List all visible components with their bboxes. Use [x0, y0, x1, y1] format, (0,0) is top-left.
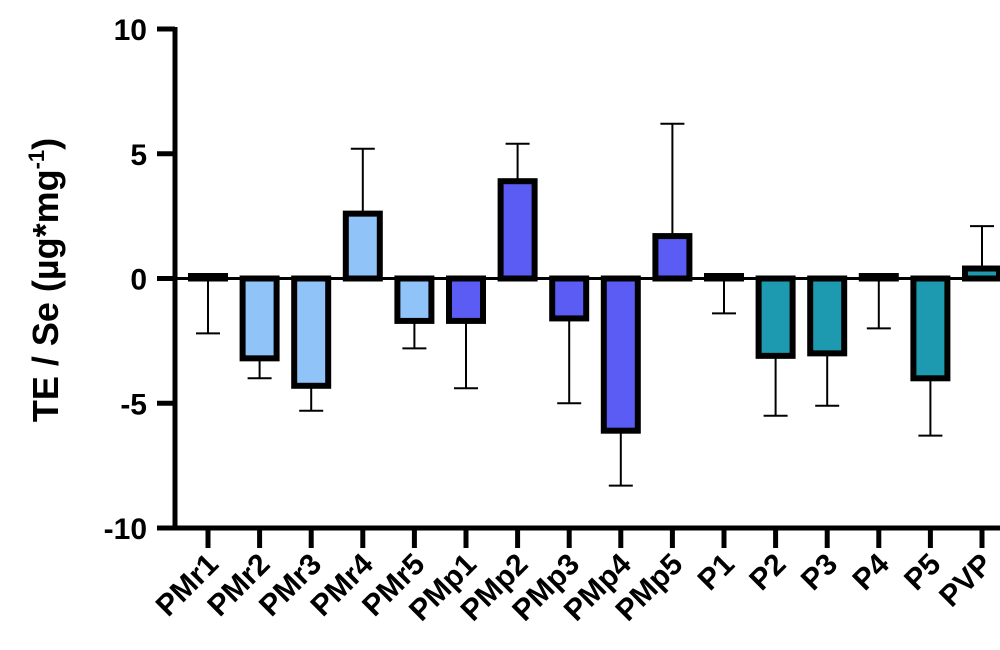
y-tick-label: -5 — [120, 388, 147, 421]
bar — [600, 275, 641, 434]
svg-text:TE / Se (µg*mg-1): TE / Se (µg*mg-1) — [24, 138, 66, 422]
y-tick-label: 5 — [130, 139, 147, 172]
bar — [652, 233, 693, 282]
bar — [342, 210, 383, 282]
bar — [291, 275, 332, 389]
y-tick-label: -10 — [104, 513, 147, 546]
category-label: P3 — [795, 548, 844, 597]
y-axis-title-close: ) — [25, 138, 66, 150]
y-axis-title-main: TE / Se (µg*mg — [25, 169, 66, 422]
bar — [962, 265, 1000, 282]
bar — [858, 273, 899, 282]
y-tick-label: 0 — [130, 264, 147, 297]
y-axis-title-superscript: -1 — [24, 150, 49, 170]
bar — [497, 178, 538, 282]
bar — [755, 275, 796, 359]
error-bars — [196, 122, 994, 487]
y-tick-label: 10 — [114, 14, 147, 47]
bar — [910, 275, 951, 382]
bars — [188, 178, 1000, 434]
bar — [394, 275, 435, 324]
y-axis-title: TE / Se (µg*mg-1) — [24, 138, 66, 422]
bar — [549, 275, 590, 322]
bar — [446, 275, 486, 324]
bar — [239, 275, 280, 362]
category-label: PVP — [933, 548, 999, 614]
category-labels: PMr1PMr2PMr3PMr4PMr5PMp1PMp2PMp3PMp4PMp5… — [150, 547, 999, 627]
y-axis: 10 5 0 -5 -10 — [104, 14, 178, 546]
category-label: P1 — [692, 548, 741, 597]
category-label: P4 — [846, 547, 896, 597]
category-label: P2 — [743, 548, 792, 597]
bar — [188, 273, 228, 282]
bar — [807, 275, 848, 357]
bar — [704, 273, 744, 282]
